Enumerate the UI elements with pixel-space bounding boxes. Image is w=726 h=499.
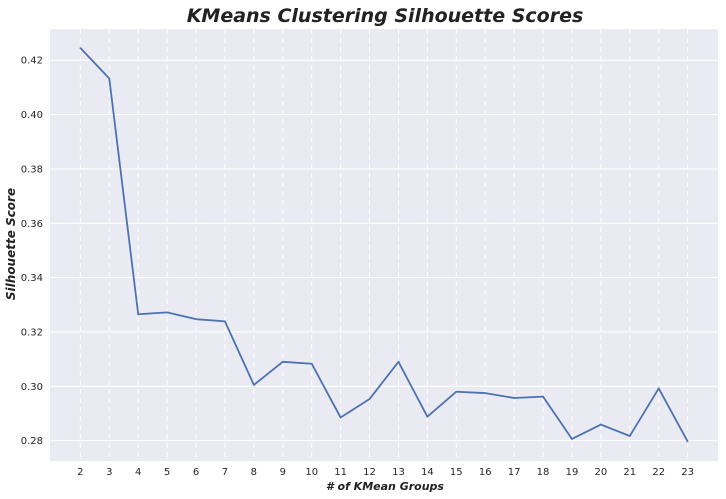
x-tick-label: 14: [421, 467, 434, 478]
data-point: [137, 313, 139, 316]
data-point: [657, 387, 660, 390]
x-tick-label: 6: [193, 467, 199, 478]
x-tick-label: 15: [450, 467, 463, 478]
y-axis-label: Silhouette Score: [4, 188, 18, 300]
y-gridlines: [50, 59, 718, 442]
x-tick-label: 21: [623, 467, 636, 478]
x-tick-label: 3: [106, 467, 112, 478]
data-point: [310, 362, 313, 365]
x-tick-label: 10: [305, 467, 318, 478]
x-tick-label: 16: [479, 467, 492, 478]
data-point: [397, 361, 400, 363]
data-point: [253, 384, 255, 386]
y-tick-label: 0.30: [21, 382, 43, 393]
data-point: [484, 392, 487, 394]
data-point: [426, 415, 429, 418]
y-tick-label: 0.38: [21, 164, 43, 175]
data-point: [686, 440, 689, 443]
x-tick-label: 2: [77, 467, 83, 478]
x-tick-label: 18: [537, 467, 550, 478]
x-tick-label: 5: [164, 467, 170, 478]
y-tick-label: 0.40: [21, 110, 43, 121]
data-point: [600, 423, 602, 426]
y-tick-label: 0.28: [21, 436, 43, 447]
data-point: [455, 390, 458, 393]
x-tick-label: 20: [595, 467, 608, 478]
chart-title: KMeans Clustering Silhouette Scores: [187, 5, 584, 27]
data-point: [368, 398, 371, 400]
data-point: [339, 416, 342, 419]
x-tick-label: 19: [566, 467, 579, 478]
series-line: [79, 47, 689, 442]
x-tick-label: 11: [334, 467, 347, 478]
data-point: [79, 47, 82, 49]
y-tick-label: 0.32: [21, 327, 43, 338]
x-tick-label: 9: [280, 467, 286, 478]
x-axis-label: # of KMean Groups: [326, 480, 444, 493]
data-point: [542, 395, 544, 398]
data-point: [629, 435, 631, 437]
data-point: [571, 438, 573, 440]
data-point: [224, 320, 226, 323]
x-tick-labels: 2 3 4 5 6 7 8 9 10 11 12 13 14 15 16 17 18 19 20 21 22 23: [77, 467, 694, 478]
x-tick-label: 13: [392, 467, 405, 478]
x-tick-label: 23: [681, 467, 694, 478]
x-tick-label: 22: [652, 467, 665, 478]
series-layer: [79, 47, 689, 443]
y-tick-label: 0.36: [21, 219, 43, 230]
x-tick-label: 4: [135, 467, 141, 478]
data-point: [281, 361, 284, 363]
data-point: [166, 311, 168, 314]
y-tick-labels: 0.28 0.30 0.32 0.34 0.36 0.38 0.40 0.42: [21, 56, 43, 447]
plot-area: [50, 29, 718, 461]
x-tick-label: 12: [363, 467, 376, 478]
x-tick-label: 7: [222, 467, 228, 478]
data-point: [513, 397, 515, 399]
y-tick-label: 0.34: [21, 273, 43, 284]
data-point: [195, 318, 197, 320]
x-tick-label: 8: [251, 467, 257, 478]
data-point: [108, 77, 111, 80]
x-tick-label: 17: [508, 467, 521, 478]
y-tick-label: 0.42: [21, 56, 43, 67]
